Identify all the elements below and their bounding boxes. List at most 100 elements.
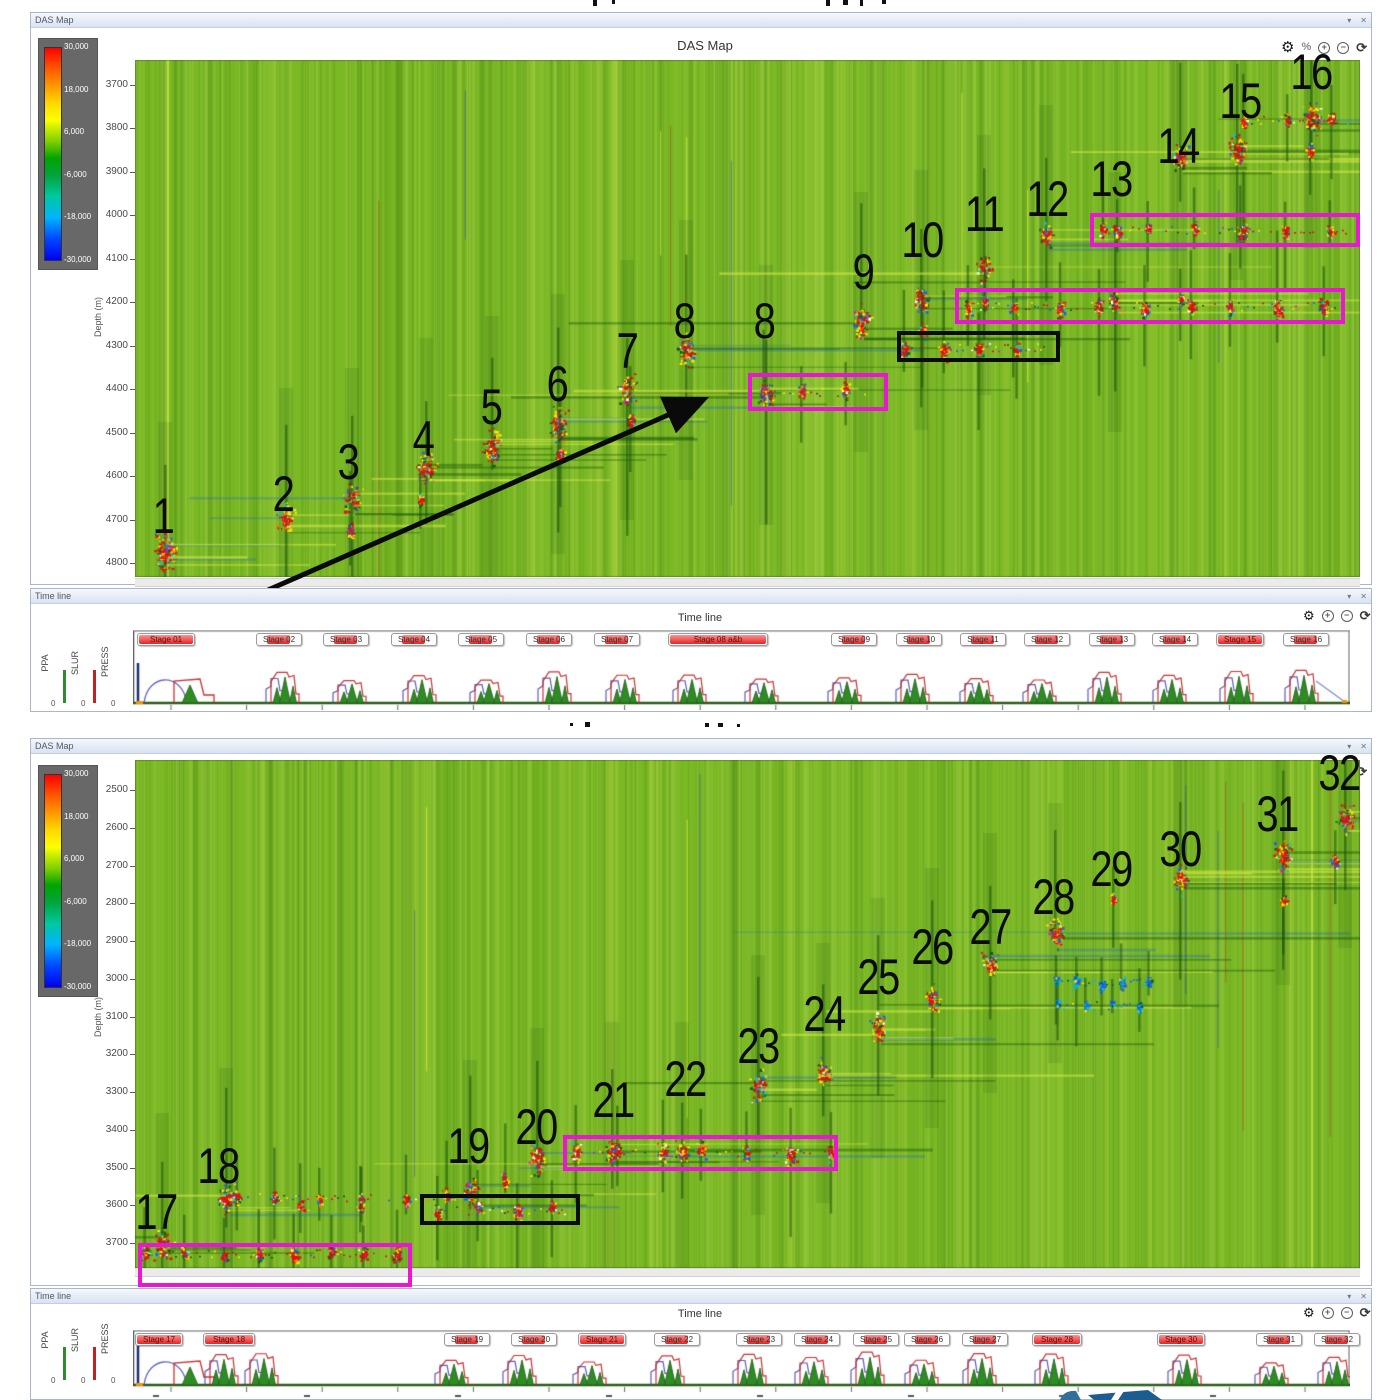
depth-tick-mark	[130, 1092, 136, 1093]
stage-chip[interactable]: Stage 13	[1089, 633, 1135, 646]
window-titlebar[interactable]: DAS Map ▾ ✕	[31, 739, 1371, 754]
depth-tick-mark	[130, 171, 136, 173]
colorbar-tick-label: -6,000	[64, 169, 87, 179]
percent-icon[interactable]: %	[1301, 41, 1312, 53]
reset-view-icon[interactable]: ⟳	[1356, 764, 1368, 779]
stage-chip[interactable]: Stage 25	[853, 1333, 899, 1346]
stage-chip[interactable]: Stage 17	[135, 1333, 183, 1346]
stage-chip[interactable]: Stage 04	[391, 633, 437, 646]
stage-number-annotation: 15	[1219, 73, 1262, 129]
stage-number-annotation: 4	[412, 411, 435, 467]
stage-chip-highlight	[863, 1335, 887, 1344]
close-icon[interactable]: ✕	[1360, 15, 1367, 25]
stage-number-annotation: 28	[1032, 869, 1075, 925]
stage-chip[interactable]: Stage 01	[137, 633, 195, 646]
reset-view-icon[interactable]: ⟳	[1359, 1305, 1371, 1320]
stage-chip[interactable]: Stage 03	[323, 633, 369, 646]
stage-chip[interactable]: Stage 14	[1152, 633, 1198, 646]
depth-tick-mark	[130, 85, 136, 86]
stage-number-annotation: 24	[803, 986, 846, 1042]
stage-chip[interactable]: Stage 11	[960, 633, 1006, 646]
close-icon[interactable]: ✕	[1360, 741, 1367, 751]
stage-chip[interactable]: Stage 05	[458, 633, 504, 646]
stage-chip-highlight	[914, 1335, 938, 1344]
stage-chip[interactable]: Stage 09	[831, 633, 877, 646]
depth-tick-mark	[130, 865, 136, 867]
das-heatmap-canvas-2[interactable]	[135, 760, 1360, 1268]
stage-chip[interactable]: Stage 07	[594, 633, 640, 646]
reset-view-icon[interactable]: ⟳	[1359, 608, 1371, 623]
stage-chip[interactable]: Stage 21	[578, 1333, 626, 1346]
stage-chip-highlight	[972, 1335, 996, 1344]
stage-chip-label: Stage 15	[1223, 635, 1257, 644]
depth-tick-label: 3700	[105, 79, 128, 90]
depth-tick-label: 2700	[105, 859, 128, 871]
stage-chip[interactable]: Stage 15	[1216, 633, 1264, 646]
stage-chip-label: Stage 28	[1040, 1335, 1074, 1344]
stage-chip[interactable]: Stage 22	[654, 1333, 700, 1346]
depth-tick-label: 2500	[105, 784, 128, 795]
depth-tick-label: 3100	[105, 1010, 128, 1022]
minimize-icon[interactable]: ▾	[1347, 591, 1352, 601]
depth-tick-label: 4600	[105, 470, 128, 482]
settings-icon[interactable]: ⚙	[1303, 608, 1315, 623]
minimize-icon[interactable]: ▾	[1347, 741, 1352, 751]
axis-zero-label: 0	[51, 699, 56, 708]
stage-chip-highlight	[205, 1335, 253, 1344]
stage-chip[interactable]: Stage 16	[1283, 633, 1329, 646]
window-titlebar[interactable]: Time line ▾ ✕	[31, 589, 1371, 604]
zoom-in-icon[interactable]: +	[1321, 609, 1334, 622]
stage-chip[interactable]: Stage 02	[256, 633, 302, 646]
axis-label-press: PRESS	[100, 1323, 110, 1354]
depth-tick-mark	[130, 519, 136, 521]
zoom-in-icon[interactable]: +	[1318, 41, 1331, 54]
stage-chip-label: Stage 26	[910, 1335, 944, 1344]
depth-tick-mark	[130, 978, 136, 980]
zoom-in-icon[interactable]: +	[1321, 1306, 1334, 1319]
map-bottom-scroll-strip-1[interactable]	[135, 578, 1360, 587]
stage-chip[interactable]: Stage 10	[896, 633, 942, 646]
depth-tick-label: 4700	[105, 513, 128, 525]
map-bottom-scroll-strip-2[interactable]	[135, 1268, 1360, 1277]
stage-number-annotation: 32	[1318, 745, 1361, 801]
settings-icon[interactable]: ⚙	[1281, 39, 1295, 56]
zoom-out-icon[interactable]: −	[1340, 609, 1353, 622]
stage-chip[interactable]: Stage 23	[736, 1333, 782, 1346]
settings-icon[interactable]: ⚙	[1303, 1305, 1315, 1320]
zoom-out-icon[interactable]: −	[1340, 1306, 1353, 1319]
stage-chip[interactable]: Stage 06	[526, 633, 572, 646]
stage-chip[interactable]: Stage 19	[444, 1333, 490, 1346]
stage-chip[interactable]: Stage 24	[794, 1333, 840, 1346]
minimize-icon[interactable]: ▾	[1347, 15, 1352, 25]
stage-chip[interactable]: Stage 12	[1024, 633, 1070, 646]
stage-number-annotation: 30	[1159, 821, 1202, 877]
close-icon[interactable]: ✕	[1360, 591, 1367, 601]
stage-chip[interactable]: Stage 18	[203, 1333, 255, 1346]
colorbar-tick-label: -18,000	[64, 939, 92, 949]
stage-chip[interactable]: Stage 26	[904, 1333, 950, 1346]
stage-chip[interactable]: Stage 20	[511, 1333, 557, 1346]
depth-tick-mark	[130, 1129, 136, 1131]
axis-label-slur: SLUR	[70, 651, 80, 676]
stage-chip[interactable]: Stage 27	[962, 1333, 1008, 1346]
reset-view-icon[interactable]: ⟳	[1356, 40, 1368, 55]
axis-line	[63, 670, 66, 703]
window-titlebar[interactable]: Time line ▾ ✕	[31, 1289, 1371, 1304]
depth-tick-label: 2800	[105, 897, 128, 909]
stage-chip[interactable]: Stage 30	[1157, 1333, 1205, 1346]
colorbar-tick-label: 18,000	[64, 811, 89, 821]
stage-chip[interactable]: Stage 28	[1032, 1333, 1082, 1346]
colorbar-tick-label: -30,000	[64, 254, 92, 264]
stage-chip[interactable]: Stage 31	[1256, 1333, 1302, 1346]
axis-zero-label: 0	[51, 1376, 56, 1385]
stage-chip[interactable]: Stage 08 a&b	[668, 633, 768, 646]
stage-chip[interactable]: Stage 32	[1314, 1333, 1360, 1346]
window-titlebar[interactable]: DAS Map ▾ ✕	[31, 13, 1371, 28]
close-icon[interactable]: ✕	[1360, 1291, 1367, 1301]
stage-chip-highlight	[906, 635, 930, 644]
depth-tick-mark	[130, 941, 136, 942]
zoom-out-icon[interactable]: −	[1337, 41, 1350, 54]
minimize-icon[interactable]: ▾	[1347, 1291, 1352, 1301]
stage-chip-label: Stage 02	[262, 635, 296, 644]
stage-chip-highlight	[1218, 635, 1262, 644]
